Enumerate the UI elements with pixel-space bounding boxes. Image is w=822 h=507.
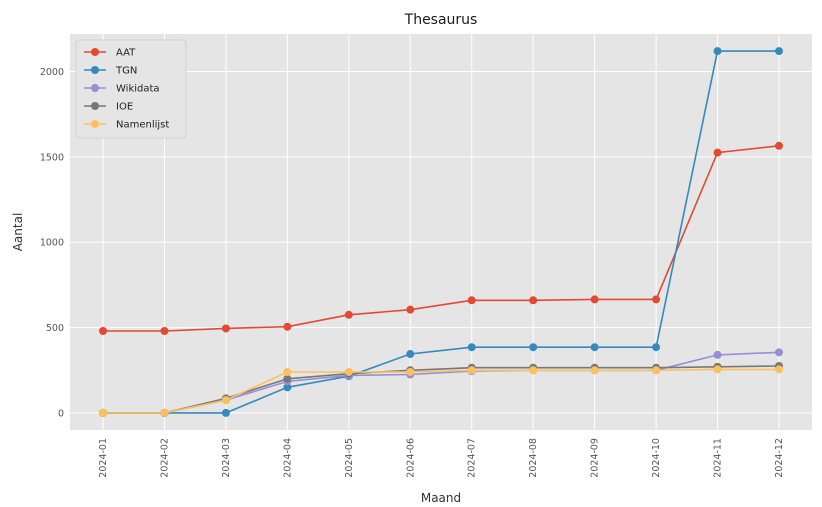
data-point <box>467 366 476 375</box>
legend-label: TGN <box>115 66 137 77</box>
legend-item: Wikidata <box>84 84 160 95</box>
data-series <box>99 47 783 417</box>
data-point <box>221 324 230 333</box>
x-axis-label: Maand <box>421 491 461 505</box>
x-tick-label: 2024-07 <box>467 438 478 478</box>
data-point <box>652 295 661 304</box>
data-point <box>590 366 599 375</box>
data-point <box>221 396 230 405</box>
chart-title: Thesaurus <box>404 12 478 28</box>
data-point <box>775 47 783 56</box>
x-tick-label: 2024-03 <box>221 438 232 478</box>
legend-item: IOE <box>84 102 133 113</box>
plot-area <box>70 34 812 430</box>
data-point <box>529 366 538 375</box>
data-point <box>652 366 661 375</box>
series-line <box>103 145 780 332</box>
data-point <box>344 367 353 376</box>
y-tick-label: 500 <box>46 323 64 334</box>
data-point <box>406 350 415 359</box>
legend-item: Namenlijst <box>84 120 169 131</box>
series-line <box>103 50 779 414</box>
data-point <box>590 295 599 304</box>
series-line <box>103 368 779 414</box>
legend-item: TGN <box>84 66 137 77</box>
legend-swatch-marker <box>91 84 99 92</box>
x-tick-label: 2024-09 <box>590 438 601 478</box>
data-point <box>221 408 230 417</box>
data-point <box>529 343 538 352</box>
data-point <box>713 47 722 56</box>
data-point <box>775 365 783 374</box>
data-point <box>406 367 415 376</box>
x-tick-label: 2024-08 <box>528 438 539 478</box>
legend-swatch-marker <box>91 120 99 128</box>
data-point <box>652 343 661 352</box>
x-tick-label: 2024-04 <box>282 438 293 478</box>
x-tick-label: 2024-05 <box>344 438 355 478</box>
legend-swatch-marker <box>91 66 99 74</box>
legend-label: IOE <box>116 102 133 113</box>
legend: AAT TGN Wikidata IOE Namenlijst <box>75 39 187 139</box>
data-point <box>713 350 722 359</box>
series-line <box>103 365 780 414</box>
data-point <box>160 327 169 335</box>
y-axis-label: Aantal <box>11 213 25 252</box>
legend-label: Namenlijst <box>116 120 169 131</box>
data-point <box>713 148 722 157</box>
legend-box <box>75 39 187 139</box>
axis-ticks: 0 500 1000 1500 2000 2024-01 2024-02 2024-03 202… <box>40 67 785 478</box>
x-tick-label: 2024-02 <box>159 438 170 478</box>
data-point <box>775 141 783 150</box>
legend-item: AAT <box>84 48 136 59</box>
data-point <box>713 365 722 374</box>
data-point <box>283 374 292 383</box>
series-namenlijst <box>99 365 783 417</box>
legend-label: Wikidata <box>116 84 160 95</box>
data-point <box>529 296 538 305</box>
data-point <box>160 408 169 417</box>
y-tick-label: 1500 <box>40 152 64 163</box>
y-tick-label: 2000 <box>40 67 64 78</box>
data-point <box>590 343 599 352</box>
x-tick-label: 2024-06 <box>405 438 416 478</box>
data-point <box>283 322 292 331</box>
data-point <box>99 408 107 417</box>
y-tick-label: 0 <box>58 408 64 419</box>
legend-swatch-marker <box>91 102 99 110</box>
x-tick-label: 2024-12 <box>774 438 785 478</box>
data-point <box>775 348 783 357</box>
legend-label: AAT <box>116 48 136 59</box>
series-aat <box>99 141 783 335</box>
data-point <box>283 367 292 376</box>
x-tick-label: 2024-10 <box>651 438 662 478</box>
x-tick-label: 2024-01 <box>98 438 109 478</box>
data-point <box>406 305 415 314</box>
data-point <box>467 296 476 305</box>
series-tgn <box>99 47 783 417</box>
y-tick-label: 1000 <box>40 238 64 249</box>
data-point <box>283 383 292 392</box>
data-point <box>467 343 476 352</box>
data-point <box>344 310 353 319</box>
legend-swatch-marker <box>91 48 99 56</box>
data-point <box>99 327 107 335</box>
x-tick-label: 2024-11 <box>713 438 724 478</box>
